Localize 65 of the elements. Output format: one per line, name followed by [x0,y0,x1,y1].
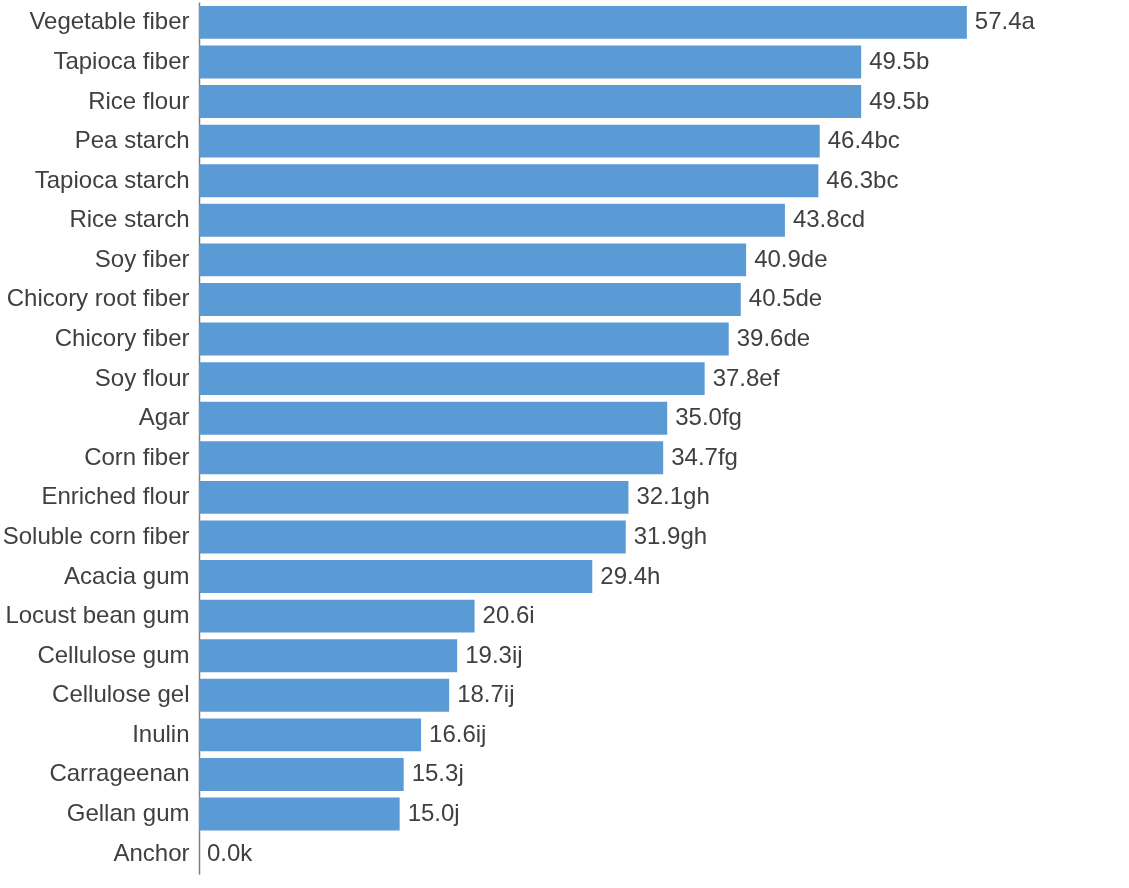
bar [199,758,404,791]
bar [199,401,668,435]
bar [199,85,862,118]
data-label: 15.0j [407,799,460,827]
y-tick-label: Vegetable fiber [29,7,190,35]
y-tick-label: Anchor [113,838,190,866]
bar [199,441,664,475]
data-label: 46.4bc [827,126,900,154]
bar [199,322,729,356]
data-label: 29.4h [600,561,661,589]
data-label: 49.5b [869,46,930,74]
y-tick-label: Cellulose gum [37,640,190,668]
bar [199,45,862,79]
y-tick-label: Cellulose gel [52,680,190,708]
y-tick-label: Soy flour [94,363,190,391]
data-label: 19.3ij [465,640,523,668]
bar [199,520,626,554]
y-tick-label: Rice starch [69,205,190,233]
data-label: 18.7ij [457,680,515,708]
bar [199,678,450,712]
y-tick-label: Tapioca starch [34,165,190,193]
data-label: 35.0fg [675,403,742,431]
bar [199,797,400,831]
bar [199,718,422,752]
data-label: 57.4a [974,7,1036,35]
y-tick-label: Agar [138,403,190,431]
data-label: 15.3j [411,759,464,787]
y-tick-label: Gellan gum [66,799,190,827]
bar [199,560,593,593]
data-label: 16.6ij [429,719,487,747]
bar [199,362,705,396]
data-label: 46.3bc [826,165,899,193]
data-label: 49.5b [869,86,930,114]
bar [199,203,785,237]
data-label: 40.5de [748,284,823,312]
y-tick-label: Soy fiber [94,244,190,272]
bar [199,639,458,673]
y-tick-label: Chicory root fiber [6,284,190,312]
bar [199,283,741,316]
bar [199,480,629,514]
bar [199,5,967,39]
y-tick-label: Corn fiber [84,442,190,470]
bar [199,599,475,633]
bar [199,243,747,277]
y-tick-label: Inulin [132,719,190,747]
y-tick-label: Tapioca fiber [53,46,190,74]
y-tick-label: Acacia gum [64,561,190,589]
bar [199,124,820,158]
data-label: 0.0k [207,838,254,866]
data-label: 37.8ef [712,363,780,391]
data-label: 40.9de [754,244,828,272]
y-tick-label: Enriched flour [41,482,190,510]
data-label: 20.6i [482,601,535,629]
y-tick-label: Pea starch [74,126,190,154]
data-label: 31.9gh [633,521,708,549]
y-tick-label: Carrageenan [49,759,190,787]
data-label: 39.6de [736,324,811,352]
y-tick-label: Chicory fiber [54,324,190,352]
y-tick-label: Locust bean gum [5,601,190,629]
data-label: 43.8cd [792,205,865,233]
data-label: 32.1gh [636,482,710,510]
data-label: 34.7fg [671,442,738,470]
y-tick-label: Rice flour [88,86,190,114]
bar [199,164,819,198]
y-tick-label: Soluble corn fiber [2,521,190,549]
